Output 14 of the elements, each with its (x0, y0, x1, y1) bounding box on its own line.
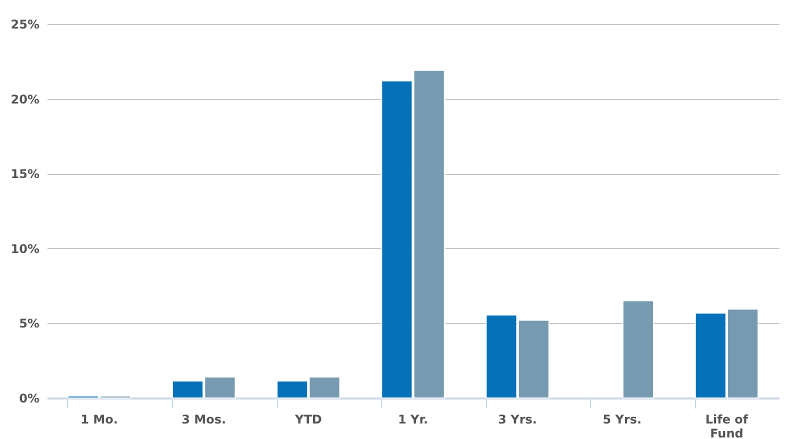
x-tick-label: 5 Yrs. (602, 412, 642, 426)
x-tick-label: 1 Mo. (80, 412, 118, 426)
x-tick-label: Life of Fund (705, 412, 749, 439)
y-tick-label: 15% (10, 167, 40, 182)
x-tick-label: 3 Yrs. (498, 412, 537, 426)
y-tick-label: 0% (19, 392, 40, 406)
x-tick-label: YTD (294, 412, 322, 426)
x-tick-label: 1 Yr. (398, 412, 428, 426)
bar (622, 300, 654, 398)
y-tick-label: 5% (19, 316, 40, 331)
y-tick-label: 20% (10, 92, 40, 106)
y-tick-label: 25% (10, 18, 40, 32)
x-tick-label: 3 Mos. (182, 412, 226, 426)
y-tick-label: 10% (10, 242, 40, 256)
